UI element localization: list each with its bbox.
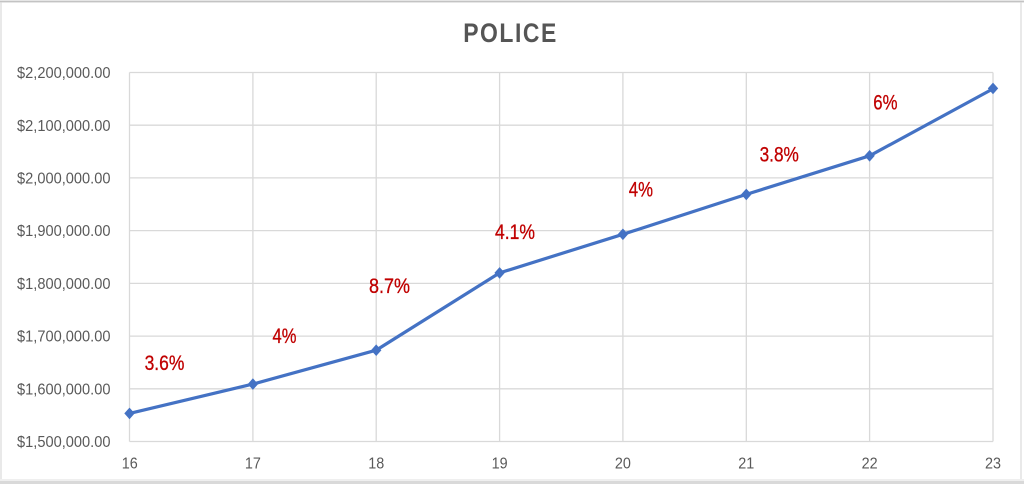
svg-text:$1,500,000.00: $1,500,000.00 bbox=[17, 434, 111, 451]
svg-text:18: 18 bbox=[368, 455, 384, 472]
svg-text:21: 21 bbox=[738, 455, 754, 472]
svg-text:$1,600,000.00: $1,600,000.00 bbox=[17, 381, 111, 398]
svg-text:23: 23 bbox=[985, 455, 1001, 472]
svg-text:17: 17 bbox=[245, 455, 261, 472]
svg-text:POLICE: POLICE bbox=[463, 18, 558, 48]
svg-text:4%: 4% bbox=[273, 324, 297, 348]
svg-text:16: 16 bbox=[122, 455, 138, 472]
svg-text:20: 20 bbox=[615, 455, 631, 472]
svg-text:8.7%: 8.7% bbox=[369, 274, 410, 298]
svg-text:$2,100,000.00: $2,100,000.00 bbox=[17, 118, 111, 135]
svg-text:6%: 6% bbox=[873, 91, 897, 115]
svg-text:$2,000,000.00: $2,000,000.00 bbox=[17, 171, 111, 188]
svg-text:3.8%: 3.8% bbox=[760, 143, 799, 167]
svg-text:$1,700,000.00: $1,700,000.00 bbox=[17, 329, 111, 346]
svg-text:$1,800,000.00: $1,800,000.00 bbox=[17, 276, 111, 293]
svg-text:4%: 4% bbox=[629, 177, 653, 201]
svg-text:19: 19 bbox=[492, 455, 508, 472]
svg-text:4.1%: 4.1% bbox=[495, 220, 535, 244]
svg-text:3.6%: 3.6% bbox=[145, 351, 185, 375]
svg-text:22: 22 bbox=[862, 455, 878, 472]
svg-text:$1,900,000.00: $1,900,000.00 bbox=[17, 223, 111, 240]
svg-text:$2,200,000.00: $2,200,000.00 bbox=[17, 65, 111, 82]
